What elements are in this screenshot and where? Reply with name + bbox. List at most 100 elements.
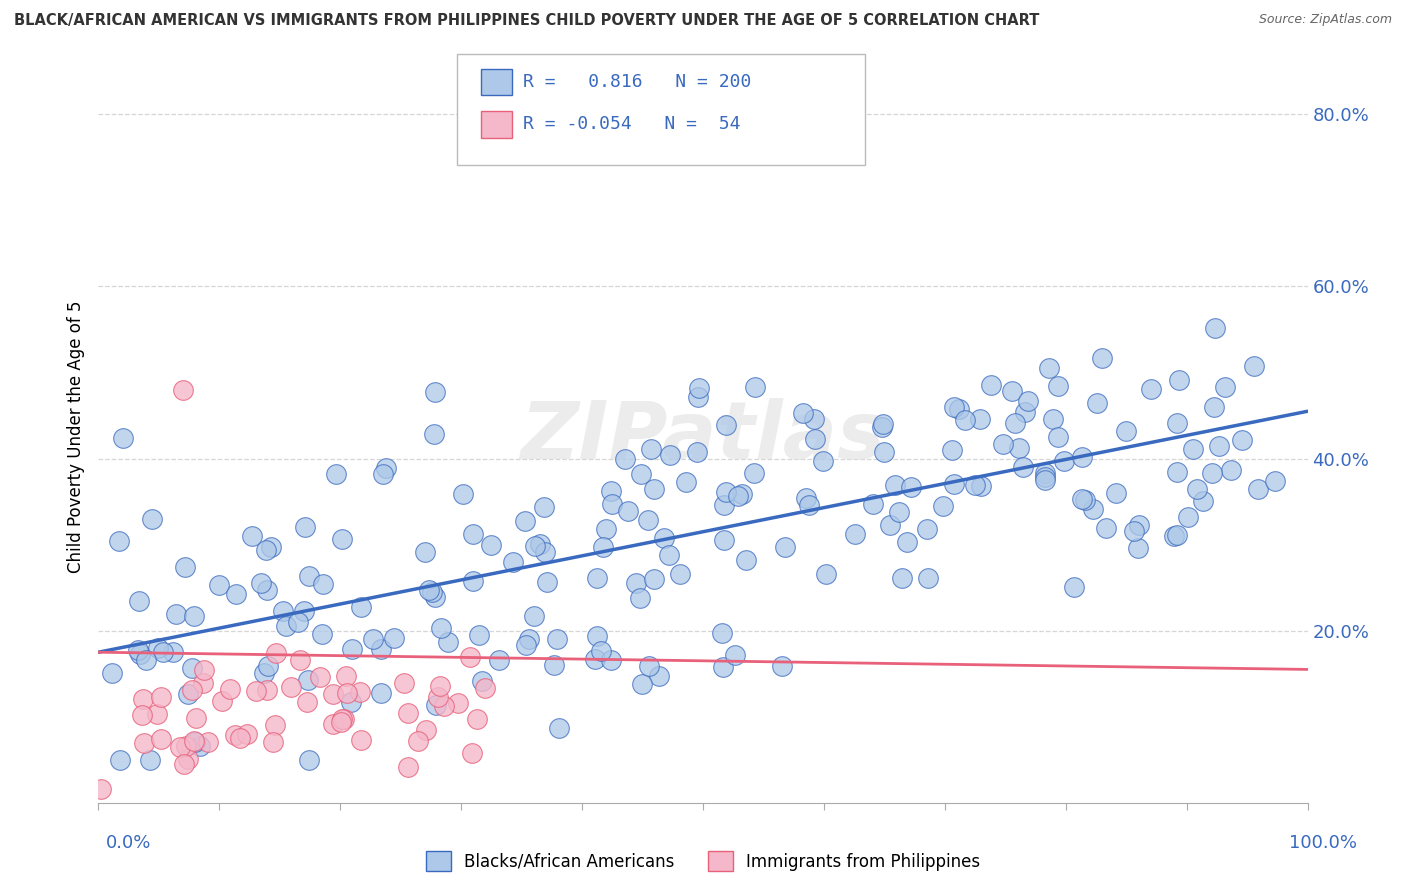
Point	[254, 543, 277, 558]
Point	[260, 540, 283, 554]
Point	[294, 520, 316, 534]
Point	[617, 503, 640, 517]
Point	[533, 500, 555, 514]
Point	[513, 514, 536, 528]
Point	[1177, 510, 1199, 524]
Point	[1166, 416, 1188, 430]
Point	[980, 378, 1002, 392]
Point	[188, 739, 211, 753]
Point	[336, 686, 359, 700]
Point	[349, 685, 371, 699]
Point	[711, 659, 734, 673]
Point	[963, 477, 986, 491]
Point	[429, 679, 451, 693]
Point	[101, 665, 124, 680]
Point	[181, 682, 204, 697]
Point	[583, 651, 606, 665]
Point	[1166, 466, 1188, 480]
Point	[325, 467, 347, 482]
Point	[415, 723, 437, 738]
Point	[1042, 412, 1064, 426]
Point	[872, 417, 894, 432]
Point	[773, 540, 796, 554]
Point	[548, 721, 571, 735]
Point	[271, 604, 294, 618]
Point	[643, 572, 665, 586]
Point	[710, 626, 733, 640]
Point	[628, 591, 651, 606]
Point	[370, 686, 392, 700]
Point	[600, 652, 623, 666]
Point	[734, 553, 756, 567]
Point	[1094, 520, 1116, 534]
Point	[342, 641, 364, 656]
Point	[425, 698, 447, 712]
Point	[742, 466, 765, 480]
Point	[132, 691, 155, 706]
Point	[592, 540, 614, 554]
Point	[794, 491, 817, 506]
Point	[370, 641, 392, 656]
Point	[1033, 467, 1056, 481]
Point	[256, 683, 278, 698]
Point	[373, 467, 395, 481]
Point	[292, 604, 315, 618]
Point	[1046, 379, 1069, 393]
Point	[253, 666, 276, 681]
Text: Source: ZipAtlas.com: Source: ZipAtlas.com	[1258, 13, 1392, 27]
Point	[298, 753, 321, 767]
Point	[889, 505, 911, 519]
Point	[1083, 501, 1105, 516]
Point	[872, 444, 894, 458]
Point	[943, 477, 966, 491]
Point	[891, 571, 914, 585]
Point	[423, 427, 446, 442]
Point	[502, 556, 524, 570]
Point	[884, 478, 907, 492]
Point	[174, 559, 197, 574]
Point	[488, 653, 510, 667]
Point	[1191, 494, 1213, 508]
Point	[177, 687, 200, 701]
Point	[290, 653, 312, 667]
Point	[686, 444, 709, 458]
Point	[134, 735, 156, 749]
Point	[474, 681, 496, 695]
Point	[479, 538, 502, 552]
Point	[1187, 482, 1209, 496]
Point	[193, 676, 215, 690]
Point	[1201, 467, 1223, 481]
Point	[461, 574, 484, 589]
Point	[197, 735, 219, 749]
Point	[969, 412, 991, 426]
Point	[1063, 580, 1085, 594]
Point	[640, 442, 662, 456]
Text: 100.0%: 100.0%	[1289, 834, 1357, 852]
Point	[599, 483, 621, 498]
Point	[941, 443, 963, 458]
Point	[219, 681, 242, 696]
Point	[713, 499, 735, 513]
Text: R =   0.816   N = 200: R = 0.816 N = 200	[523, 73, 751, 91]
Point	[813, 454, 835, 468]
Point	[637, 513, 659, 527]
Point	[468, 628, 491, 642]
Point	[630, 467, 652, 482]
Point	[595, 522, 617, 536]
Point	[458, 650, 481, 665]
Point	[396, 760, 419, 774]
Point	[844, 527, 866, 541]
Point	[429, 621, 451, 635]
Point	[148, 641, 170, 656]
Point	[262, 734, 284, 748]
Point	[451, 487, 474, 501]
Point	[287, 615, 309, 630]
Point	[814, 566, 837, 581]
Point	[630, 677, 652, 691]
Point	[437, 635, 460, 649]
Point	[543, 657, 565, 672]
Point	[675, 475, 697, 489]
Point	[128, 647, 150, 661]
Point	[150, 731, 173, 746]
Point	[165, 607, 187, 622]
